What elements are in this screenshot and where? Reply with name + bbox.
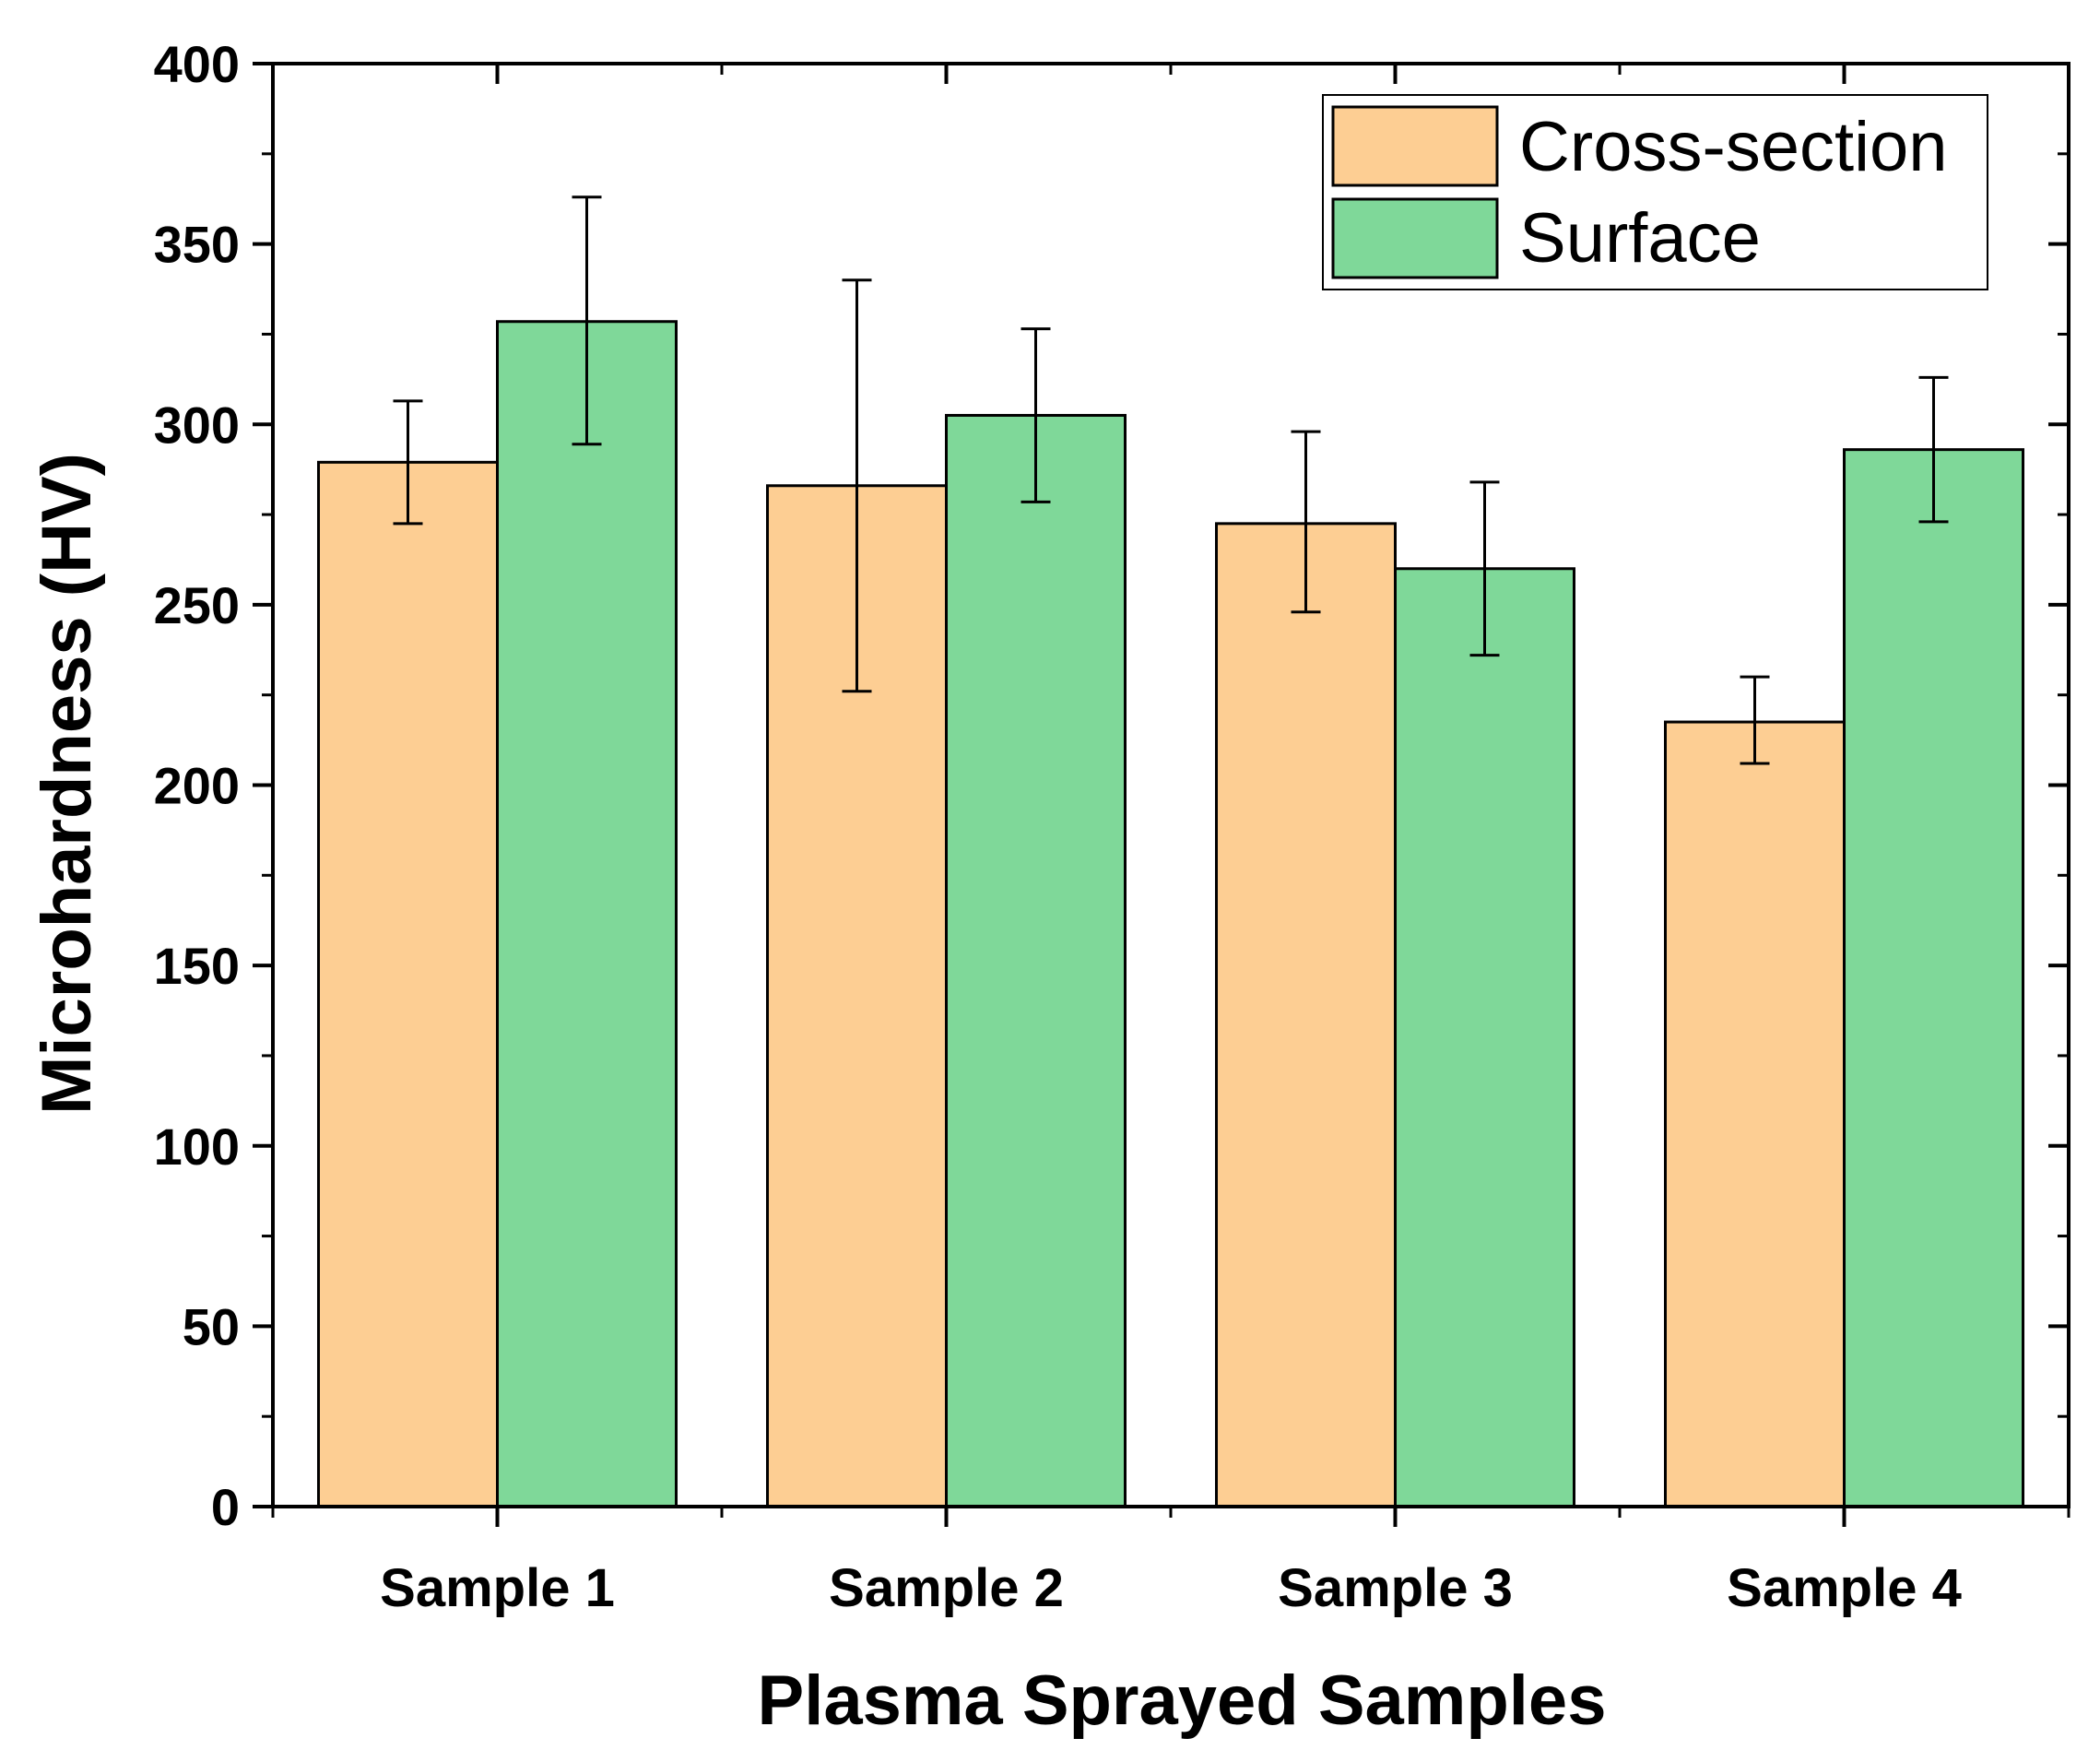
y-tick-label-150: 150 xyxy=(154,937,240,995)
y-tick-label-250: 250 xyxy=(154,576,240,634)
y-tick-label-350: 350 xyxy=(154,216,240,274)
y-tick-label-50: 50 xyxy=(183,1297,240,1355)
x-tick-label-3: Sample 3 xyxy=(1278,1558,1513,1618)
legend-label-cross-section: Cross-section xyxy=(1519,108,1948,186)
bar-cross-section-3 xyxy=(1215,522,1397,1508)
y-tick-label-400: 400 xyxy=(154,35,240,93)
axes-layer xyxy=(253,62,2071,1527)
error-bar-surface-1 xyxy=(572,195,602,446)
x-tick-label-2: Sample 2 xyxy=(829,1558,1064,1618)
error-bars-layer xyxy=(393,195,1949,765)
bar-cross-section-4 xyxy=(1664,720,1846,1508)
bar-surface-4 xyxy=(1843,448,2024,1508)
error-bar-cross-section-1 xyxy=(393,399,423,526)
y-tick-label-300: 300 xyxy=(154,396,240,454)
legend-label-surface: Surface xyxy=(1519,199,1761,278)
x-axis-title: Plasma Sprayed Samples xyxy=(758,1661,1607,1740)
error-bar-surface-2 xyxy=(1021,327,1051,503)
bar-cross-section-1 xyxy=(317,460,499,1508)
bars-layer xyxy=(317,320,2024,1508)
x-tick-label-4: Sample 4 xyxy=(1727,1558,1962,1618)
error-bar-cross-section-2 xyxy=(842,278,872,693)
error-bar-surface-4 xyxy=(1918,375,1949,524)
error-bar-cross-section-3 xyxy=(1291,430,1321,614)
y-tick-label-100: 100 xyxy=(154,1118,240,1176)
y-axis-title: Microhardness (HV) xyxy=(28,453,106,1115)
bar-surface-3 xyxy=(1394,567,1575,1508)
error-bar-surface-3 xyxy=(1469,480,1500,657)
bar-surface-1 xyxy=(496,320,678,1508)
y-tick-label-0: 0 xyxy=(211,1478,240,1536)
error-bar-cross-section-4 xyxy=(1740,675,1770,765)
x-tick-label-1: Sample 1 xyxy=(380,1558,615,1618)
legend-swatch-surface xyxy=(1331,197,1499,279)
bar-surface-2 xyxy=(945,413,1127,1508)
legend: Cross-section Surface xyxy=(1322,94,1988,290)
y-tick-label-200: 200 xyxy=(154,757,240,815)
legend-swatch-cross-section xyxy=(1331,105,1499,187)
tick-labels-layer: Sample 1 Sample 2 Sample 3 Sample 4 0 50 100 15… xyxy=(154,35,1962,1618)
